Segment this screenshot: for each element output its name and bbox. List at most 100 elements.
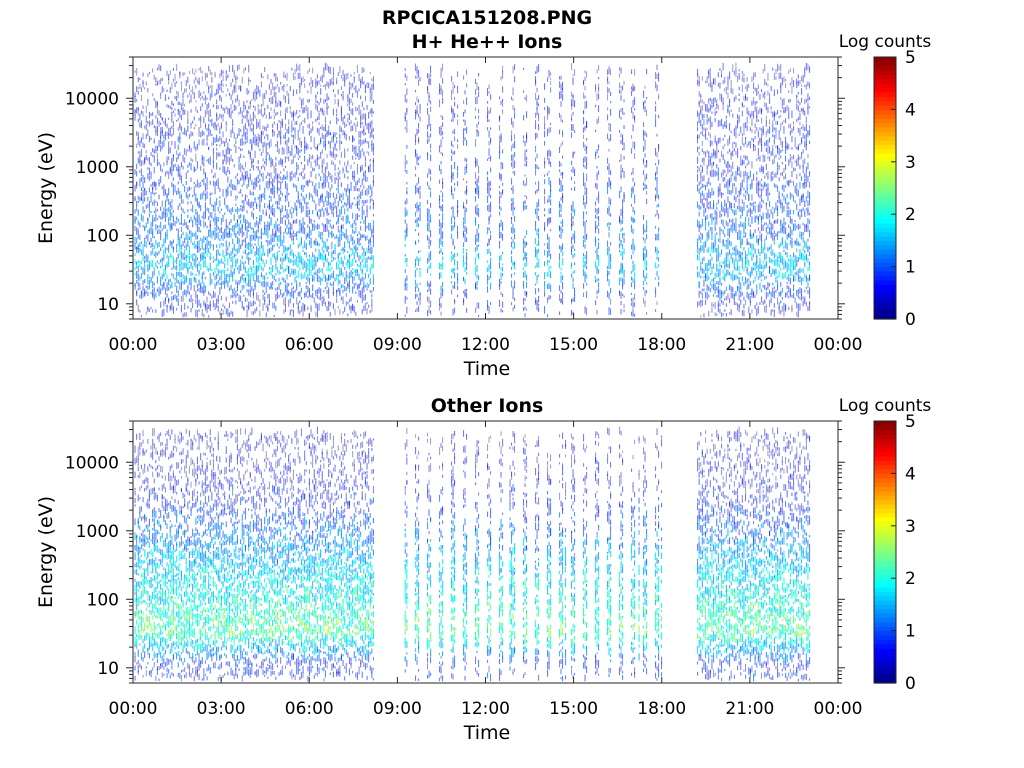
spectrogram-cell (302, 302, 304, 310)
spectrogram-cell (275, 229, 277, 237)
spectrogram-cell (252, 292, 254, 299)
spectrogram-cell (535, 265, 537, 269)
spectrogram-cell (176, 257, 178, 265)
spectrogram-cell (315, 248, 317, 253)
spectrogram-cell (655, 264, 657, 267)
spectrogram-cell (312, 80, 314, 87)
spectrogram-cell (350, 183, 352, 191)
spectrogram-cell (371, 230, 373, 238)
spectrogram-cell (225, 161, 227, 165)
spectrogram-cell (220, 269, 222, 273)
spectrogram-cell (632, 207, 634, 213)
spectrogram-cell (296, 109, 298, 115)
spectrogram-cell (288, 283, 290, 287)
spectrogram-cell (622, 168, 624, 173)
spectrogram-cell (182, 165, 184, 170)
spectrogram-cell (337, 103, 339, 108)
spectrogram-cell (572, 311, 574, 315)
spectrogram-cell (136, 204, 138, 212)
spectrogram-cell (307, 224, 309, 228)
spectrogram-cell (419, 214, 421, 222)
spectrogram-cell (233, 224, 235, 230)
spectrogram-cell (644, 131, 646, 136)
spectrogram-cell (288, 119, 290, 125)
spectrogram-cell (430, 127, 432, 132)
spectrogram-cell (620, 308, 622, 315)
spectrogram-cell (166, 212, 168, 217)
spectrogram-cell (177, 101, 179, 106)
spectrogram-cell (281, 266, 283, 270)
spectrogram-cell (243, 277, 245, 283)
spectrogram-cell (419, 108, 421, 114)
spectrogram-cell (163, 121, 165, 124)
spectrogram-cell (358, 131, 360, 138)
spectrogram-cell (583, 117, 585, 125)
spectrogram-cell (366, 288, 368, 291)
spectrogram-cell (415, 259, 417, 266)
spectrogram-cell (304, 146, 306, 154)
spectrogram-cell (598, 76, 600, 80)
spectrogram-cell (701, 105, 703, 111)
spectrogram-cell (318, 275, 320, 280)
spectrogram-cell (222, 234, 224, 241)
spectrogram-cell (296, 120, 298, 125)
spectrogram-cell (211, 212, 213, 215)
spectrogram-cell (224, 155, 226, 162)
spectrogram-cell (308, 130, 310, 136)
spectrogram-cell (168, 96, 170, 100)
spectrogram-cell (698, 91, 700, 97)
spectrogram-cell (193, 79, 195, 84)
spectrogram-cell (371, 84, 373, 90)
spectrogram-cell (451, 289, 453, 295)
spectrogram-cell (235, 140, 237, 145)
spectrogram-cell (262, 114, 264, 118)
spectrogram-cell (145, 235, 147, 239)
spectrogram-cell (336, 234, 338, 239)
spectrogram-cell (177, 253, 179, 259)
spectrogram-cell (236, 258, 238, 264)
spectrogram-cell (598, 170, 600, 175)
spectrogram-cell (490, 127, 492, 130)
spectrogram-cell (369, 310, 371, 314)
spectrogram-cell (139, 242, 141, 248)
spectrogram-cell (488, 190, 490, 197)
spectrogram-cell (280, 210, 282, 217)
spectrogram-cell (596, 278, 598, 282)
spectrogram-cell (340, 86, 342, 90)
spectrogram-cell (252, 91, 254, 100)
spectrogram-cell (230, 233, 232, 238)
spectrogram-cell (440, 160, 442, 165)
spectrogram-cell (655, 114, 657, 119)
spectrogram-cell (598, 288, 600, 293)
spectrogram-cell (512, 262, 514, 265)
spectrogram-cell (451, 76, 453, 82)
spectrogram-cell (281, 86, 283, 91)
spectrogram-cell (583, 268, 585, 276)
spectrogram-cell (171, 291, 173, 294)
spectrogram-cell (559, 234, 561, 238)
spectrogram-cell (332, 281, 334, 286)
spectrogram-cell (308, 179, 310, 183)
spectrogram-cell (372, 76, 374, 83)
spectrogram-cell (204, 302, 206, 308)
spectrogram-cell (709, 253, 711, 257)
spectrogram-cell (708, 71, 710, 79)
spectrogram-cell (340, 267, 342, 270)
spectrogram-cell (571, 273, 573, 278)
spectrogram-cell (203, 161, 205, 167)
spectrogram-cell (144, 268, 146, 275)
spectrogram-cell (308, 68, 310, 72)
spectrogram-cell (153, 149, 155, 154)
spectrogram-cell (156, 100, 158, 105)
spectrogram-cell (511, 241, 513, 248)
spectrogram-cell (289, 297, 291, 304)
spectrogram-cell (466, 199, 468, 205)
spectrogram-cell (544, 214, 546, 217)
spectrogram-cell (142, 215, 144, 222)
spectrogram-cell (264, 227, 266, 235)
spectrogram-cell (610, 182, 612, 190)
spectrogram-cell (703, 157, 705, 161)
spectrogram-cell (139, 83, 141, 89)
spectrogram-cell (544, 272, 546, 280)
spectrogram-cell (278, 250, 280, 253)
